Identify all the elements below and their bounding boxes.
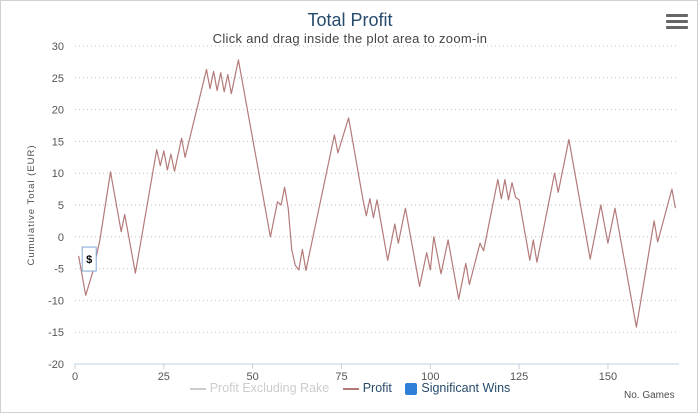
- chart-subtitle: Click and drag inside the plot area to z…: [212, 31, 488, 46]
- chart-legend: Profit Excluding Rake Profit Significant…: [0, 381, 700, 395]
- x-tick-label: 0: [72, 371, 78, 383]
- y-tick-label: 15: [52, 136, 64, 148]
- menu-bar: [666, 14, 688, 17]
- x-axis-label: No. Games: [624, 390, 675, 401]
- chart-title: Total Profit: [307, 10, 393, 30]
- y-tick-label: -10: [48, 295, 64, 307]
- x-tick-label: 100: [421, 371, 439, 383]
- y-tick-label: -5: [54, 264, 64, 276]
- series-line-profit: [78, 59, 676, 328]
- x-tick-label: 50: [247, 371, 259, 383]
- y-tick-label: 0: [58, 232, 64, 244]
- significant-win-flag-label: $: [86, 254, 92, 266]
- x-tick-label: 150: [599, 371, 617, 383]
- y-tick-label: 25: [52, 73, 64, 85]
- legend-box-swatch: [405, 382, 418, 395]
- legend-item-profit-excluding-rake[interactable]: Profit Excluding Rake: [189, 381, 330, 395]
- legend-item-significant-wins[interactable]: Significant Wins: [405, 381, 510, 395]
- legend-line-swatch: [189, 387, 206, 390]
- menu-bar: [666, 26, 688, 29]
- x-tick-label: 25: [158, 371, 170, 383]
- legend-line-swatch: [342, 387, 359, 390]
- y-axis-label: Cumulative Total (EUR): [26, 144, 37, 265]
- y-tick-label: 30: [52, 41, 64, 53]
- x-tick-label: 125: [510, 371, 528, 383]
- hamburger-menu-icon[interactable]: [666, 14, 688, 34]
- y-tick-label: -15: [48, 327, 64, 339]
- menu-bar: [666, 20, 688, 23]
- legend-label: Profit Excluding Rake: [209, 381, 330, 395]
- y-tick-label: 10: [52, 168, 64, 180]
- legend-label: Significant Wins: [421, 381, 511, 395]
- y-tick-label: 5: [58, 200, 64, 212]
- x-tick-label: 75: [335, 371, 347, 383]
- significant-win-flag: [81, 246, 97, 272]
- legend-label: Profit: [362, 381, 392, 395]
- y-tick-label: 20: [52, 105, 64, 117]
- y-tick-label: -20: [48, 359, 64, 371]
- legend-item-profit[interactable]: Profit: [342, 381, 392, 395]
